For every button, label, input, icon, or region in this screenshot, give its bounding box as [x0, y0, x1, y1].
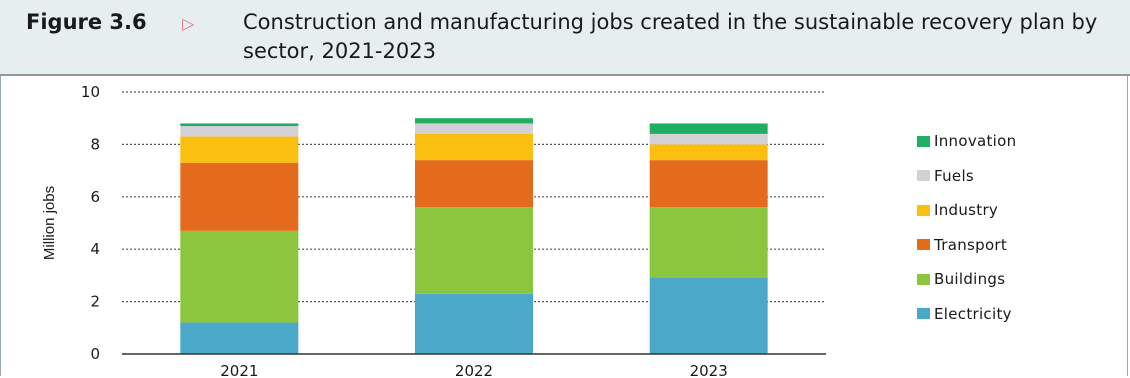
y-tick-label: 6 [90, 188, 100, 206]
legend-item-industry: Industry [917, 193, 1016, 228]
legend-item-electricity: Electricity [917, 297, 1016, 332]
bar-fuels-2021 [180, 126, 299, 137]
legend-swatch [917, 273, 930, 285]
bar-electricity-2023 [649, 278, 768, 354]
bar-innovation-2022 [415, 118, 533, 124]
bar-transport-2023 [649, 160, 768, 208]
y-tick-label: 8 [90, 135, 100, 153]
y-axis-label: Million jobs [41, 186, 58, 260]
x-tick-label: 2021 [220, 362, 258, 378]
figure-title: Construction and manufacturing jobs crea… [243, 10, 1098, 63]
y-tick-label: 4 [90, 240, 100, 258]
bar-buildings-2021 [180, 230, 299, 323]
legend-item-fuels: Fuels [917, 159, 1016, 194]
y-tick-label: 0 [90, 345, 100, 363]
bar-industry-2023 [649, 144, 768, 161]
legend-swatch [917, 204, 930, 216]
y-tick-label: 10 [81, 83, 100, 101]
bar-innovation-2021 [180, 123, 299, 127]
legend-label: Transport [934, 235, 1008, 254]
bar-electricity-2021 [180, 322, 299, 354]
chart-legend: Innovation Fuels Industry Transport Building… [917, 124, 1016, 331]
y-tick-label: 2 [90, 293, 100, 311]
x-tick-label: 2023 [690, 362, 728, 378]
legend-swatch [917, 308, 930, 320]
legend-label: Industry [934, 201, 999, 220]
bar-industry-2022 [415, 133, 533, 161]
figure-arrow-icon: ▷ [182, 14, 195, 33]
stacked-bar-chart: Million jobs 0 2 4 6 8 10 2021 2022 2023 [41, 83, 826, 378]
x-tick-label: 2022 [455, 362, 493, 378]
legend-label: Buildings [934, 270, 1006, 289]
bar-transport-2021 [180, 162, 299, 231]
bar-industry-2021 [180, 136, 299, 163]
bar-electricity-2022 [415, 293, 533, 354]
legend-swatch [917, 170, 930, 182]
figure-label: Figure 3.6 [26, 10, 147, 34]
legend-label: Electricity [934, 304, 1012, 323]
legend-item-innovation: Innovation [917, 124, 1016, 159]
bar-fuels-2022 [415, 123, 533, 134]
bar-transport-2022 [415, 160, 533, 208]
legend-label: Fuels [934, 166, 975, 185]
figure-header: Figure 3.6 ▷ Construction and manufactur… [0, 0, 1130, 76]
legend-item-buildings: Buildings [917, 262, 1016, 297]
legend-swatch [917, 135, 930, 147]
legend-swatch [917, 239, 930, 251]
bar-buildings-2022 [415, 207, 533, 294]
legend-label: Innovation [934, 132, 1017, 151]
bar-innovation-2023 [649, 123, 768, 134]
bar-buildings-2023 [649, 207, 768, 279]
bar-fuels-2023 [649, 133, 768, 145]
legend-item-transport: Transport [917, 228, 1016, 263]
